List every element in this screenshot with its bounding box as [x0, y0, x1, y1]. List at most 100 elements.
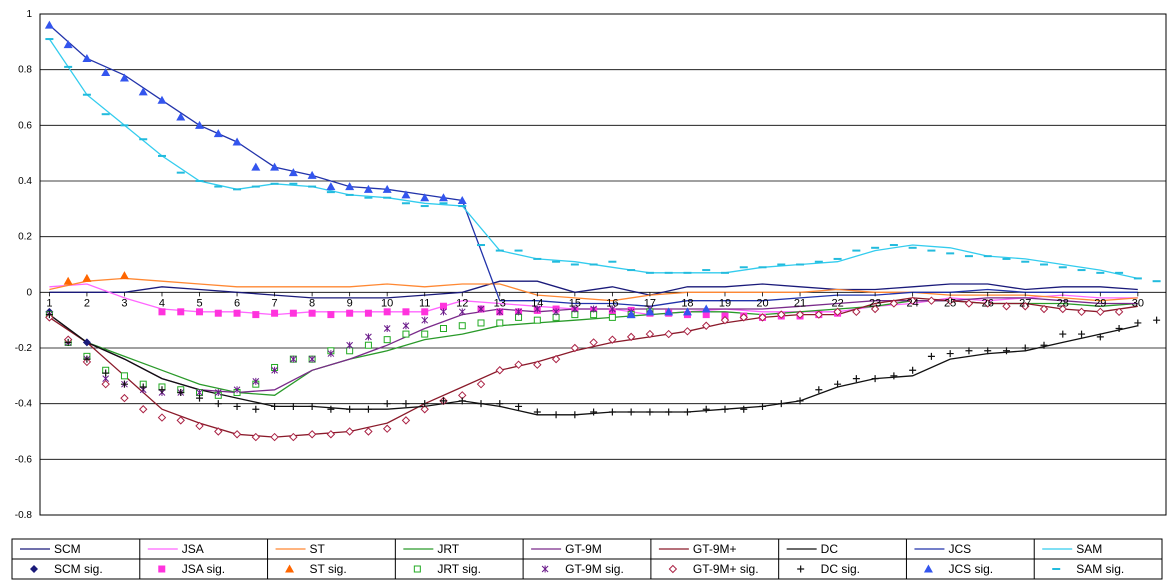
legend-marker-gt-9m-sig [541, 565, 549, 573]
marker-jcs-sig [457, 195, 467, 204]
marker-gt-9mplus-sig [1058, 304, 1067, 314]
marker-dc-sig [383, 400, 391, 408]
marker-dc-sig [1134, 319, 1142, 327]
marker-gt-9mplus-sig [702, 321, 711, 330]
legend-marker-jcs-sig [923, 564, 933, 573]
marker-jsa-sig [271, 309, 279, 317]
legend-label-gt-9mplus: GT-9M+ [693, 542, 737, 556]
marker-jcs-sig [195, 120, 205, 129]
y-axis-tick-labels: 1 0.8 0.6 0.4 0.2 0 -0.2 -0.4 -0.6 -0.8 [15, 9, 33, 521]
marker-dc-sig [308, 402, 316, 410]
marker-gt-9m-sig [327, 350, 335, 358]
x-tick-label: 19 [719, 297, 731, 309]
y-tick-label: 0.6 [18, 120, 32, 131]
marker-jcs-sig [307, 170, 317, 179]
marker-jsa-sig [402, 308, 410, 316]
marker-gt-9mplus-sig [1077, 307, 1086, 317]
marker-jcs-sig [345, 182, 355, 191]
marker-dc-sig [496, 400, 504, 408]
y-tick-label: 0.2 [18, 232, 32, 243]
marker-gt-9mplus-sig [814, 310, 824, 319]
plot-border [39, 13, 1167, 516]
marker-dc-sig [252, 405, 260, 413]
marker-gt-9mplus-sig [364, 427, 373, 436]
marker-gt-9mplus-sig [739, 313, 748, 322]
marker-jsa-sig [196, 308, 204, 316]
x-tick-label: 10 [381, 297, 393, 309]
marker-dc-sig [796, 397, 804, 405]
marker-gt-9mplus-sig [927, 296, 936, 305]
marker-jrt-sig [458, 322, 466, 330]
marker-dc-sig [590, 408, 598, 416]
marker-gt-9mplus-sig [758, 313, 767, 322]
marker-dc-sig [1153, 316, 1161, 324]
marker-jcs-sig [420, 193, 430, 202]
marker-jsa-sig [158, 308, 166, 316]
marker-scm-sig [82, 338, 91, 347]
marker-jcs-sig [382, 184, 392, 193]
marker-gt-9mplus-sig [1002, 302, 1011, 311]
legend-label-jcs: JCS [948, 542, 971, 556]
marker-gt-9mplus-sig [1039, 304, 1049, 314]
marker-jrt-sig [477, 319, 485, 327]
marker-jcs-sig [664, 307, 674, 316]
markers-dc-sig [45, 311, 1161, 419]
marker-gt-9m-sig [590, 305, 597, 313]
marker-gt-9m-sig [346, 341, 354, 349]
marker-gt-9mplus-sig [1114, 307, 1124, 317]
marker-gt-9m-sig [609, 305, 616, 313]
legend-label-jsa-sig: JSA sig. [182, 562, 225, 576]
x-tick-label: 8 [309, 297, 315, 309]
series-line-scm [49, 280, 1138, 299]
marker-gt-9mplus-sig [420, 405, 429, 414]
marker-gt-9mplus-sig [570, 343, 580, 353]
marker-jcs-sig [645, 307, 655, 316]
marker-gt-9m-sig [533, 305, 541, 313]
marker-gt-9mplus-sig [852, 307, 861, 317]
marker-gt-9m-sig [421, 316, 429, 324]
marker-dc-sig [402, 400, 410, 408]
series-line-jcs [48, 24, 1138, 307]
legend-marker-jrt-sig [413, 565, 421, 573]
marker-dc-sig [890, 372, 898, 380]
marker-dc-sig [571, 411, 579, 419]
marker-jcs-sig [119, 73, 129, 82]
marker-jrt-sig [496, 319, 504, 327]
legend-label-scm-sig: SCM sig. [54, 562, 103, 576]
marker-dc-sig [1059, 330, 1067, 338]
marker-gt-9mplus-sig [326, 430, 336, 439]
x-tick-label: 26 [982, 297, 994, 309]
marker-jrt-sig [402, 330, 410, 338]
marker-jcs-sig [326, 182, 336, 191]
x-tick-label: 17 [644, 297, 656, 309]
legend-label-jcs-sig: JCS sig. [948, 562, 993, 576]
marker-gt-9mplus-sig [608, 335, 617, 344]
marker-gt-9m-sig [458, 308, 466, 316]
marker-gt-9m-sig [271, 366, 278, 374]
marker-st-sig [82, 273, 92, 282]
legend-marker-dc-sig [797, 565, 805, 573]
marker-jcs-sig [363, 184, 373, 193]
x-tick-label: 5 [196, 297, 202, 309]
marker-dc-sig [965, 347, 973, 355]
marker-dc-sig [1096, 333, 1104, 341]
marker-dc-sig [289, 402, 297, 410]
marker-jsa-sig [252, 311, 260, 319]
marker-dc-sig [834, 380, 842, 388]
marker-gt-9mplus-sig [533, 360, 542, 369]
marker-dc-sig [665, 408, 673, 416]
legend-label-sam-sig: SAM sig. [1076, 562, 1124, 576]
legend-label-jrt-sig: JRT sig. [437, 562, 481, 576]
y-tick-label: -0.6 [15, 454, 33, 465]
x-tick-label: 14 [531, 297, 543, 309]
marker-gt-9mplus-sig [514, 360, 523, 369]
y-tick-label: -0.4 [15, 399, 33, 410]
marker-gt-9m-sig [552, 308, 560, 316]
marker-jcs-sig [44, 20, 54, 29]
marker-gt-9mplus-sig [401, 416, 411, 425]
marker-jsa-sig [177, 308, 185, 316]
marker-dc-sig [177, 389, 185, 397]
marker-dc-sig [196, 394, 204, 402]
x-tick-label: 3 [121, 297, 127, 309]
marker-jcs-sig [288, 168, 298, 177]
